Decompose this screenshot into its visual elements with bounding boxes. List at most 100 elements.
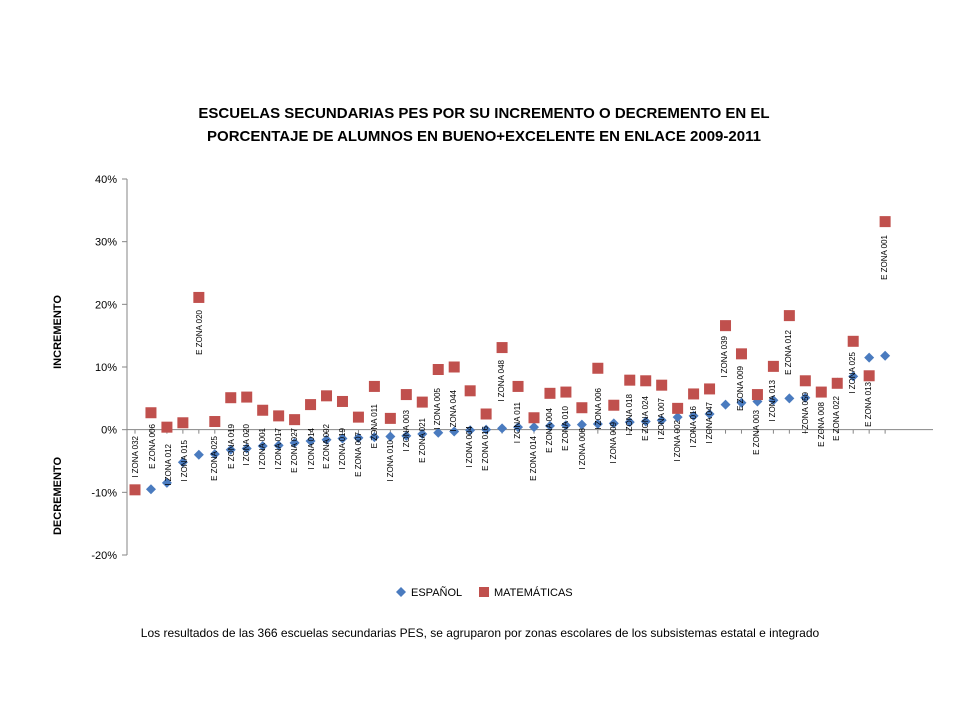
point-label: I ZONA 003 (402, 409, 411, 451)
espanol-point (864, 352, 875, 363)
espanol-point (736, 397, 747, 408)
espanol-point (241, 443, 252, 454)
matematicas-point (496, 342, 508, 354)
espanol-point (880, 350, 891, 361)
espanol-point (305, 435, 316, 446)
espanol-point (784, 393, 795, 404)
point-label: I ZONA 008 (578, 427, 587, 469)
series-layer (129, 216, 891, 496)
matematicas-point (624, 374, 636, 386)
y-tick-label: -10% (91, 487, 117, 499)
matematicas-point (544, 387, 556, 399)
espanol-point (592, 419, 603, 430)
point-label: I ZONA 050 (801, 391, 810, 433)
chart-title-line-2: PORCENTAJE DE ALUMNOS EN BUENO+EXCELENTE… (207, 128, 761, 145)
matematicas-point (193, 291, 205, 303)
point-label-layer: I ZONA 032 E ZONA 006 I ZONA 012 I ZONA 015… (131, 234, 889, 485)
espanol-point (209, 449, 220, 460)
matematicas-point (384, 412, 396, 424)
point-label: I ZONA 007 (657, 397, 666, 439)
matematicas-point (448, 361, 460, 373)
matematicas-point (161, 421, 173, 433)
y-tick-label: 0% (101, 425, 117, 437)
footnote: Los resultados de las 366 escuelas secun… (140, 626, 820, 640)
espanol-point (193, 449, 204, 460)
matematicas-point (321, 390, 333, 402)
matematicas-point (352, 411, 364, 423)
espanol-point (321, 434, 332, 445)
point-label: I ZONA 019 (338, 427, 347, 469)
point-label: I ZONA 004 (465, 425, 474, 467)
y-tick-label: 10% (95, 362, 117, 374)
point-label: E ZONA 012 (784, 329, 793, 374)
point-label: I ZONA 002 (673, 419, 682, 461)
matematicas-point (512, 380, 524, 392)
point-label: I ZONA 006 (594, 387, 603, 429)
matematicas-point (177, 417, 189, 429)
espanol-point (768, 395, 779, 406)
point-label: E ZONA 024 (641, 395, 650, 440)
matematicas-point (273, 410, 285, 422)
matematicas-point (640, 375, 652, 387)
point-label: I ZONA 001 (258, 427, 267, 469)
espanol-point (481, 424, 492, 435)
point-label: I ZONA 048 (497, 359, 506, 401)
y-tick-label: -20% (91, 550, 117, 562)
matematicas-point (608, 399, 620, 411)
espanol-point (624, 417, 635, 428)
point-label: I ZONA 047 (705, 401, 714, 443)
point-label: I ZONA 010 (386, 439, 395, 481)
chart-title-line-1: ESCUELAS SECUNDARIAS PES POR SU INCREMEN… (198, 105, 769, 122)
matematicas-point (799, 375, 811, 387)
matematicas-point (576, 402, 588, 414)
espanol-point (656, 415, 667, 426)
point-label: I ZONA 013 (768, 379, 777, 421)
espanol-point (800, 392, 811, 403)
matematicas-point (656, 379, 668, 391)
espanol-point (608, 418, 619, 429)
espanol-point (704, 409, 715, 419)
matematicas-point (672, 402, 684, 414)
espanol-point (145, 484, 156, 495)
point-label: E ZONA 020 (195, 309, 204, 354)
matematicas-point (592, 362, 604, 374)
point-label: E ZONA 027 (290, 427, 299, 472)
espanol-point (560, 420, 571, 431)
espanol-point (225, 444, 236, 455)
matematicas-point (815, 386, 827, 398)
point-label: I ZONA 039 (720, 335, 729, 377)
matematicas-point (432, 364, 444, 376)
matematicas-point (831, 377, 843, 389)
point-label: E ZONA 019 (227, 423, 236, 468)
point-label: I ZONA 005 (433, 387, 442, 429)
point-label: E ZONA 022 (832, 395, 841, 440)
point-label: E ZONA 010 (561, 405, 570, 450)
y-axis-label-decrement: DECREMENTO (52, 457, 64, 535)
espanol-point (161, 477, 172, 488)
point-label: I ZONA 032 (131, 435, 140, 477)
matematicas-point (368, 380, 380, 392)
legend-label-matematicas: MATEMÁTICAS (494, 586, 573, 599)
point-label: E ZONA 008 (817, 401, 826, 446)
espanol-point (529, 422, 539, 433)
matematicas-point (704, 383, 716, 395)
point-label: E ZONA 021 (418, 417, 427, 462)
matematicas-point (783, 310, 795, 322)
point-label: E ZONA 016 (481, 425, 490, 470)
espanol-point (672, 412, 683, 423)
point-label: E ZONA 002 (322, 423, 331, 468)
espanol-point (337, 433, 348, 444)
matematicas-point (847, 335, 859, 347)
espanol-point (417, 429, 428, 440)
y-tick-label: 30% (95, 237, 117, 249)
matematicas-point (464, 385, 476, 397)
point-label: I ZONA 018 (625, 393, 634, 435)
legend-label-espanol: ESPAÑOL (411, 586, 462, 599)
matematicas-point (863, 370, 875, 382)
point-label: E ZONA 007 (354, 431, 363, 476)
espanol-point (273, 440, 284, 451)
y-axis: 40% 30% 20% 10% 0% -10% -20% (91, 174, 128, 562)
point-label: I ZONA 025 (848, 351, 857, 393)
point-label: E ZONA 003 (752, 409, 761, 454)
espanol-point (289, 437, 300, 448)
